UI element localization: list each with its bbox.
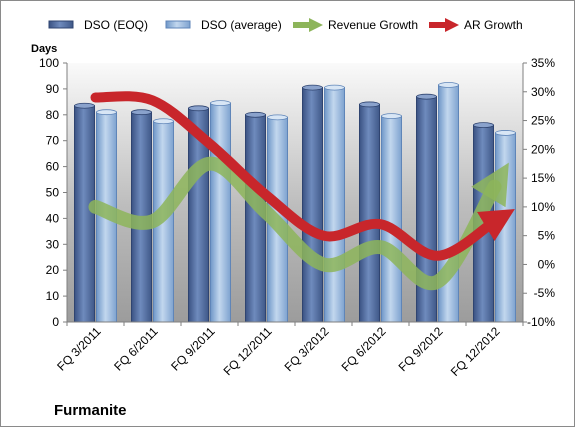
x-tick-label: FQ 12/2012 [448,324,503,379]
x-tick-label: FQ 9/2012 [396,324,446,374]
y-left-tick-label: 80 [46,108,60,122]
bar-top-dso-average [210,100,231,107]
y-left-tick-label: 10 [46,289,60,303]
y-right-tick-label: 10% [531,200,555,214]
x-tick-label: FQ 3/2012 [282,324,332,374]
legend-label: Revenue Growth [328,18,418,32]
y-left-tick-label: 20 [46,263,60,277]
bar-top-dso-average [324,84,345,91]
legend-label: DSO (EOQ) [84,18,148,32]
y-right-tick-label: 5% [538,229,556,243]
chart-legend: DSO (EOQ) DSO (average) Revenue Growth AR G… [48,18,523,32]
bar-dso-average [324,87,345,323]
y-left-tick-label: 40 [46,211,60,225]
y-right-tick-label: 20% [531,142,555,156]
x-tick-label: FQ 6/2012 [339,324,389,374]
legend-arrow-icon-ar-growth [445,18,459,32]
legend-arrow-icon-revenue-growth [309,18,323,32]
bar-top-dso-eoq [188,105,209,112]
bar-top-dso-average [381,113,402,119]
bar-dso-eoq [74,105,95,323]
y-left-tick-label: 60 [46,160,60,174]
x-tick-label: FQ 9/2011 [168,324,218,374]
bar-top-dso-eoq [473,122,494,129]
bar-top-dso-eoq [302,84,323,91]
bar-top-dso-eoq [131,109,152,116]
x-tick-label: FQ 3/2011 [54,324,104,374]
bar-top-dso-eoq [416,93,437,100]
company-name: Furmanite [54,402,127,419]
legend-swatch-dso-average [165,20,191,29]
y-right-tick-label: -5% [534,286,556,300]
bar-top-dso-average [153,118,174,125]
legend-label: AR Growth [464,18,523,32]
legend-swatch-dso-eoq [48,20,74,29]
series-line-ar-growth [90,91,515,261]
bar-top-dso-eoq [74,102,95,109]
y-right-tick-label: 35% [531,56,555,70]
y-left-tick-label: 90 [46,82,60,96]
y-left-tick-label: 70 [46,134,60,148]
bar-top-dso-eoq [245,111,266,118]
series-line-revenue-growth [88,156,509,291]
y-right-tick-label: 0% [538,257,556,271]
bar-top-dso-average [96,109,117,116]
y-left-tick-label: 0 [52,315,59,329]
x-tick-label: FQ 12/2011 [221,324,275,378]
bar-dso-average [381,115,402,323]
bar-top-dso-average [438,82,459,88]
bar-top-dso-average [495,130,516,136]
y-right-tick-label: 15% [531,171,555,185]
y-left-tick-label: 50 [46,186,60,200]
y-left-tick-label: 100 [39,56,59,70]
y-left-unit: Days [31,43,57,55]
bar-dso-average [495,132,516,323]
bar-dso-eoq [359,103,380,323]
legend-label: DSO (average) [201,18,282,32]
bar-top-dso-eoq [359,101,380,108]
y-right-tick-label: 25% [531,114,555,128]
y-right-tick-label: -10% [527,315,555,329]
x-tick-label: FQ 6/2011 [111,324,161,374]
bar-dso-average [210,102,231,323]
bar-top-dso-average [267,114,288,121]
y-right-tick-label: 30% [531,85,555,99]
bar-dso-eoq [302,87,323,323]
y-left-tick-label: 30 [46,237,60,251]
